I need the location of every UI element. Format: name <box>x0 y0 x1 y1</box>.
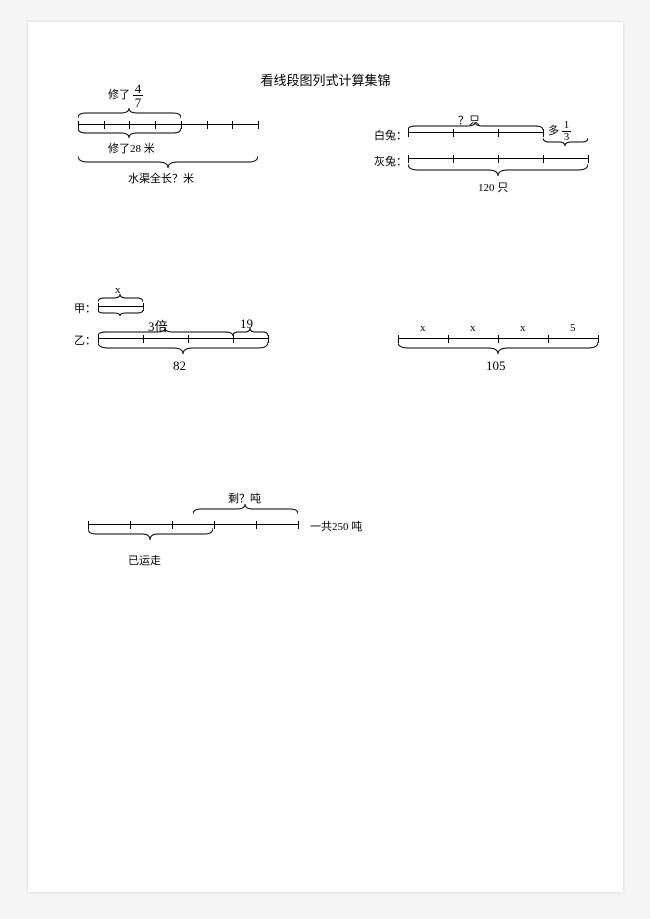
d1-top-label: 修了 4 7 <box>108 82 143 109</box>
d1-top-brace <box>78 108 181 120</box>
d2-full-brace <box>408 164 588 178</box>
d3-bottom-brace1 <box>98 310 143 318</box>
d5-right-label: 一共250 吨 <box>310 518 362 534</box>
d1-mid-brace <box>78 128 181 140</box>
d3-bar1 <box>98 306 143 307</box>
d5-bottom-brace <box>88 528 213 542</box>
d4-cell-1: x <box>470 322 476 334</box>
d3-full-brace <box>98 342 268 356</box>
d1-bottom-label: 水渠全长？米 <box>128 170 194 186</box>
d1-full-brace <box>78 156 258 170</box>
d5-top-brace <box>193 504 298 516</box>
d2-top-brace <box>408 122 543 132</box>
d1-top-prefix: 修了 <box>108 89 130 101</box>
d5-bar <box>88 524 298 525</box>
d3-bottom-label: 82 <box>173 358 186 374</box>
d1-fraction: 4 7 <box>133 82 144 109</box>
d3-top-brace1 <box>98 294 143 304</box>
d2-ext-brace <box>543 138 588 148</box>
d3-bar2 <box>98 338 268 339</box>
d1-brace-label: 修了28 米 <box>108 140 155 156</box>
d2-bar1 <box>408 132 543 133</box>
d2-extra-prefix: 多 <box>548 125 559 137</box>
d1-frac-num: 4 <box>133 82 144 96</box>
document-page: 看线段图列式计算集锦 修了 4 7 修了28 <box>28 22 623 892</box>
d5-bottom-label: 已运走 <box>128 552 161 568</box>
d1-bar <box>78 124 258 125</box>
d2-bottom-label: 120 只 <box>478 179 508 195</box>
d4-cell-3: 5 <box>570 322 576 334</box>
d2-bar2 <box>408 158 588 159</box>
d4-full-brace <box>398 342 598 356</box>
d2-row1-label: 白兔： <box>374 127 407 143</box>
d4-cell-2: x <box>520 322 526 334</box>
d2-row2-label: 灰兔： <box>374 153 407 169</box>
d3-row1-label: 甲： <box>74 300 96 316</box>
d4-bar <box>398 338 598 339</box>
d4-cell-0: x <box>420 322 426 334</box>
d3-top-brace3 <box>233 328 268 338</box>
d4-bottom-label: 105 <box>486 358 506 374</box>
d3-row2-label: 乙： <box>74 332 96 348</box>
d3-top-brace2 <box>98 328 233 338</box>
